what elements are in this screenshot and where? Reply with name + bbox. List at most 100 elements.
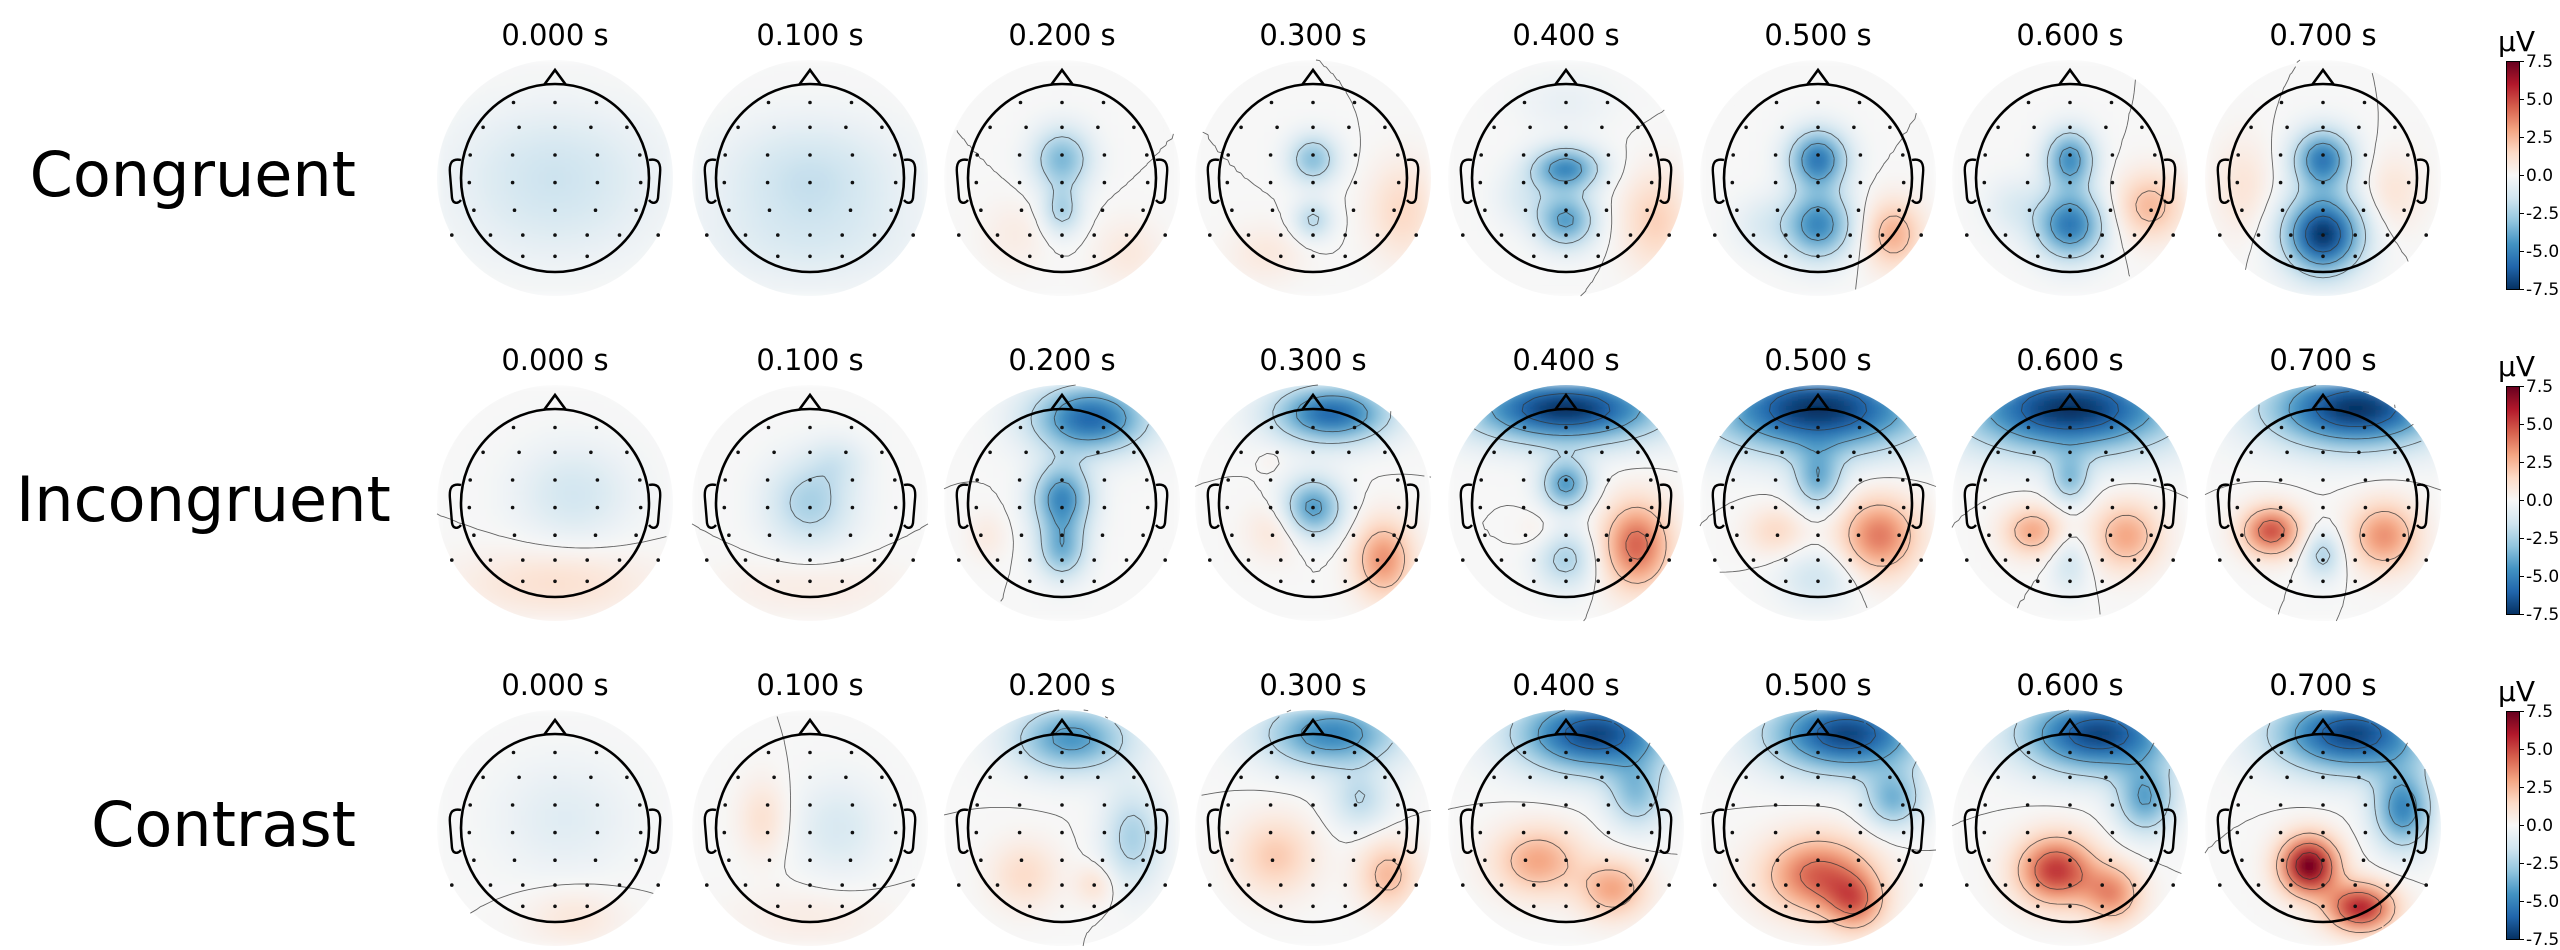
sensor-dot [851,181,855,185]
sensor-dot [2353,883,2357,887]
sensor-dot [1483,533,1487,537]
sensor-dot [2028,858,2032,862]
sensor-dot [1311,580,1315,584]
sensor-dot [2171,883,2175,887]
sensor-dot [634,533,638,537]
sensor-dot [625,126,629,130]
sensor-dot [1020,858,1024,862]
sensor-dot [1848,233,1852,237]
sensor-dot [2279,478,2283,482]
sensor-dot [1649,478,1653,482]
sensor-dot [2321,883,2325,887]
sensor-dot [1353,751,1357,755]
sensor-dot [1780,126,1784,130]
sensor-dot [840,233,844,237]
sensor-dot [656,883,660,887]
sensor-dot [2236,831,2240,835]
sensor-dot [1279,905,1283,909]
sensor-dot [2171,233,2175,237]
sensor-dot [1028,883,1032,887]
sensor-dot [1414,233,1418,237]
sensor-dot [705,233,709,237]
sensor-dot [553,831,557,835]
sensor-dot [1532,558,1536,562]
sensor-dot [723,831,727,835]
sensor-dot [808,101,812,105]
sensor-dot [2362,208,2366,212]
sensor-dot [2004,883,2008,887]
sensor-dot [1060,580,1064,584]
sensor-dot [553,451,557,455]
sensor-dot [1902,506,1906,510]
sensor-dot [1020,208,1024,212]
sensor-dot [840,558,844,562]
sensor-dot [1776,858,1780,862]
sensor-dot [1650,506,1654,510]
sensor-dot [1780,776,1784,780]
sensor-dot [521,580,525,584]
sensor-dot [1629,233,1633,237]
sensor-dot [776,905,780,909]
sensor-dot [596,831,600,835]
sensor-dot [1784,558,1788,562]
sensor-dot [585,905,589,909]
sensor-dot [1731,153,1735,157]
sensor-dot [1311,533,1315,537]
sensor-dot [468,181,472,185]
sensor-dot [1774,478,1778,482]
sensor-dot [1983,506,1987,510]
colorbar-tick-label: -5.0 [2526,892,2559,912]
sensor-dot [1376,883,1380,887]
sensor-dot [1247,233,1251,237]
sensor-dot [1784,905,1788,909]
sensor-dot [1965,558,1969,562]
sensor-dot [957,883,961,887]
sensor-dot [596,803,600,807]
sensor-dot [585,883,589,887]
sensor-dot [2321,233,2325,237]
sensor-dot [1564,831,1568,835]
sensor-dot [1667,883,1671,887]
time-label: 0.600 s [1950,343,2190,377]
sensor-dot [2032,451,2036,455]
sensor-dot [2289,558,2293,562]
sensor-dot [1311,858,1315,862]
sensor-dot [1226,181,1230,185]
sensor-dot [2281,208,2285,212]
sensor-dot [1731,478,1735,482]
sensor-dot [808,580,812,584]
sensor-dot [1208,883,1212,887]
sensor-dot [2321,803,2325,807]
sensor-dot [2364,181,2368,185]
sensor-dot [2353,905,2357,909]
sensor-dot [723,803,727,807]
sensor-dot [2036,883,2040,887]
sensor-dot [2036,580,2040,584]
sensor-dot [808,208,812,212]
sensor-dot [1479,478,1483,482]
sensor-dot [776,580,780,584]
time-label: 0.400 s [1446,18,1686,52]
colorbar-tick-label: 0.0 [2526,491,2553,511]
sensor-dot [2402,533,2406,537]
sensor-dot [772,451,776,455]
sensor-dot [2104,126,2108,130]
sensor-dot [1816,101,1820,105]
sensor-dot [1596,580,1600,584]
sensor-dot [1092,255,1096,259]
potential-field [1952,385,2189,622]
sensor-dot [2026,153,2030,157]
sensor-dot [1352,858,1356,862]
sensor-dot [585,580,589,584]
sensor-dot [553,858,557,862]
sensor-dot [850,101,854,105]
sensor-dot [849,533,853,537]
sensor-dot [808,153,812,157]
sensor-dot [1605,208,1609,212]
sensor-dot [1275,126,1279,130]
sensor-dot [808,533,812,537]
sensor-dot [1564,233,1568,237]
colorbar-tick-label: -2.5 [2526,529,2559,549]
sensor-dot [595,751,599,755]
sensor-dot [2104,776,2108,780]
